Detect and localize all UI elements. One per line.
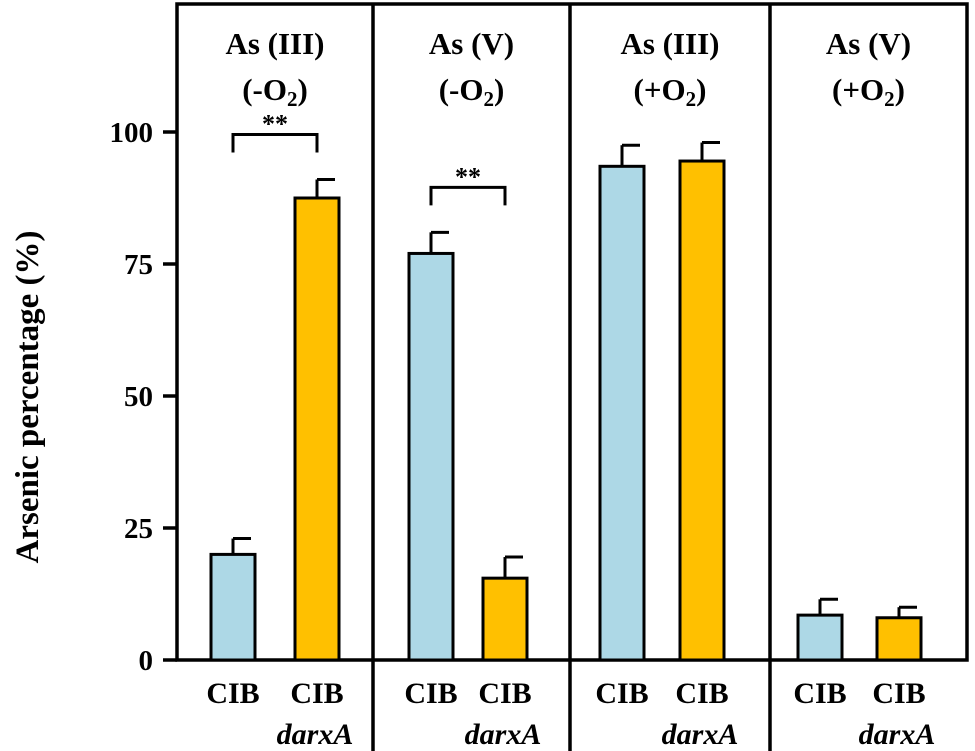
significance-label: ** xyxy=(262,110,288,139)
x-tick-sublabel: darxA xyxy=(277,718,354,751)
x-tick-label: CIB xyxy=(675,677,728,710)
bar xyxy=(481,576,529,662)
x-tick-label: CIB xyxy=(290,677,343,710)
significance-label: ** xyxy=(455,162,481,191)
x-tick-label: CIB xyxy=(206,677,259,710)
bar xyxy=(407,251,455,662)
x-tick-label: CIB xyxy=(595,677,648,710)
y-tick-label: 0 xyxy=(139,645,154,677)
y-tick-label: 25 xyxy=(124,513,153,545)
x-tick-label: CIB xyxy=(872,677,925,710)
panel-titles: As (III) (-O2) As (V) (-O2) As (III) (+O2) As … xyxy=(225,26,911,111)
y-axis: 0 25 50 75 100 xyxy=(110,117,177,677)
panel-frames xyxy=(175,2,969,751)
panel-title-line2: (+O2) xyxy=(832,72,905,111)
bar xyxy=(678,159,726,662)
panel-title-line1: As (III) xyxy=(620,26,719,61)
bars xyxy=(209,141,923,662)
x-tick-label: CIB xyxy=(404,677,457,710)
bar xyxy=(598,164,646,662)
significance-bracket xyxy=(231,133,319,153)
x-tick-label: CIB xyxy=(478,677,531,710)
x-tick-label: CIB xyxy=(793,677,846,710)
significance-brackets: ** ** xyxy=(231,110,507,206)
plot-frame xyxy=(175,2,969,662)
panel-title-line1: As (V) xyxy=(826,26,911,61)
x-tick-sublabel: darxA xyxy=(465,718,542,751)
y-tick-label: 75 xyxy=(124,249,153,281)
panel-title-line1: As (V) xyxy=(429,26,514,61)
panel-title-line2: (+O2) xyxy=(634,72,707,111)
y-tick-label: 100 xyxy=(110,117,154,149)
bar xyxy=(293,196,341,662)
y-axis-label: Arsenic percentage (%) xyxy=(10,231,46,564)
x-tick-sublabel: darxA xyxy=(859,718,936,751)
significance-bracket xyxy=(429,185,507,206)
bar xyxy=(796,613,844,662)
panel-title-line2: (-O2) xyxy=(439,72,505,111)
bar xyxy=(209,552,257,662)
bar xyxy=(875,616,923,662)
x-tick-sublabel: darxA xyxy=(662,718,739,751)
panel-title-line2: (-O2) xyxy=(242,72,308,111)
panel-title-line1: As (III) xyxy=(225,26,324,61)
y-tick-label: 50 xyxy=(124,381,153,413)
